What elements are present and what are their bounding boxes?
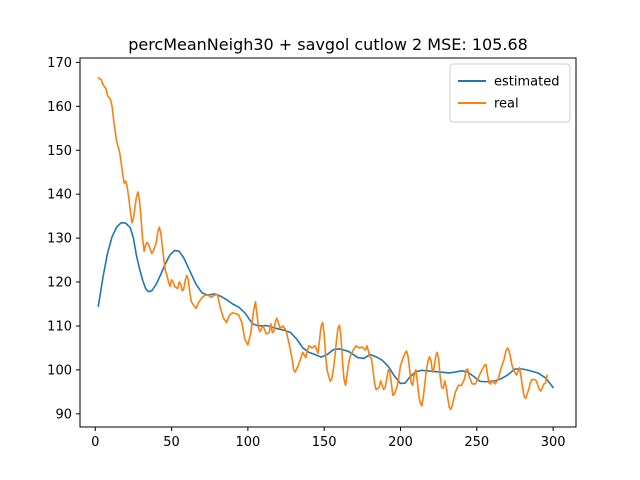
y-tick-label: 110 [47, 319, 72, 334]
y-tick-label: 120 [47, 276, 72, 291]
series-line-real [97, 76, 548, 411]
legend: estimated real [449, 63, 571, 123]
plot-area [79, 57, 577, 428]
x-tick-label: 300 [541, 435, 566, 450]
legend-box [449, 63, 571, 123]
y-tick-label: 100 [47, 363, 72, 378]
y-tick-label: 170 [47, 56, 72, 71]
x-tick-label: 0 [91, 435, 99, 450]
chart-title: percMeanNeigh30 + savgol cutlow 2 MSE: 1… [128, 35, 528, 54]
legend-label-real: real [494, 97, 519, 112]
x-axis: 0 50 100 150 200 250 300 [91, 427, 566, 450]
x-tick-label: 150 [312, 435, 337, 450]
plot-frame [79, 57, 577, 428]
y-tick-label: 140 [47, 188, 72, 203]
y-tick-label: 150 [47, 144, 72, 159]
series-line-estimated [97, 221, 554, 389]
y-tick-label: 130 [47, 232, 72, 247]
x-tick-label: 200 [388, 435, 413, 450]
x-tick-label: 50 [163, 435, 180, 450]
x-tick-label: 250 [464, 435, 489, 450]
y-axis: 90 100 110 120 130 140 150 160 170 [47, 56, 80, 422]
y-tick-label: 90 [55, 407, 72, 422]
series-layer [97, 76, 554, 411]
legend-label-estimated: estimated [494, 75, 559, 90]
y-tick-label: 160 [47, 100, 72, 115]
x-tick-label: 100 [235, 435, 260, 450]
